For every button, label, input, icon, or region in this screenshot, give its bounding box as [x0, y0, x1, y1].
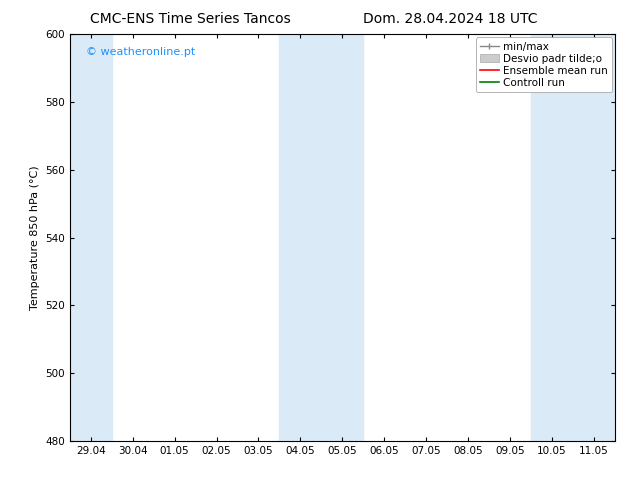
- Bar: [70, 34, 112, 441]
- Text: © weatheronline.pt: © weatheronline.pt: [86, 47, 195, 56]
- Bar: [280, 34, 363, 441]
- Legend: min/max, Desvio padr tilde;o, Ensemble mean run, Controll run: min/max, Desvio padr tilde;o, Ensemble m…: [476, 37, 612, 92]
- Bar: [531, 34, 615, 441]
- Text: Dom. 28.04.2024 18 UTC: Dom. 28.04.2024 18 UTC: [363, 12, 538, 26]
- Text: CMC-ENS Time Series Tancos: CMC-ENS Time Series Tancos: [90, 12, 290, 26]
- Y-axis label: Temperature 850 hPa (°C): Temperature 850 hPa (°C): [30, 165, 39, 310]
